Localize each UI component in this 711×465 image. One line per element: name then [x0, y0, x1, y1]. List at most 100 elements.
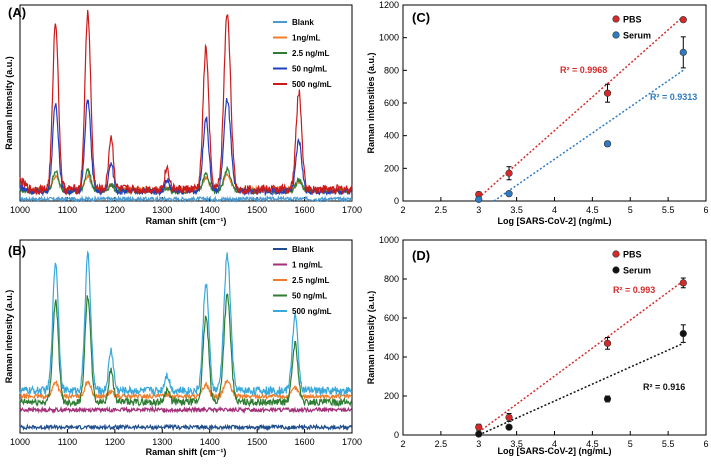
x-tick-label: 4.5 — [586, 205, 599, 215]
plot-frame — [402, 239, 707, 436]
x-tick-label: 1100 — [58, 437, 77, 447]
legend-marker — [612, 266, 620, 274]
x-tick-label: 6 — [703, 439, 708, 449]
plot-frame — [19, 239, 353, 434]
y-tick-label: 1000 — [379, 33, 399, 43]
x-tick-label: 3.5 — [510, 439, 523, 449]
data-point-pbs — [475, 423, 483, 431]
legend-label: 2.5 ng/mL — [292, 276, 329, 285]
x-tick-label: 5 — [628, 439, 633, 449]
y-tick-label: 1200 — [379, 0, 399, 10]
data-point-serum — [679, 48, 687, 56]
legend-label: 500 ng/mL — [292, 307, 332, 316]
x-axis-label: Raman shift (cm⁻¹) — [146, 216, 227, 226]
y-axis-label: Raman Intensity (a.u.) — [4, 56, 14, 150]
x-tick-label: 1100 — [58, 205, 77, 215]
y-tick-label: 1000 — [379, 235, 399, 245]
fit-line-serum — [493, 69, 684, 202]
fit-line-pbs — [478, 280, 684, 433]
x-tick-label: 1300 — [152, 205, 172, 215]
legend-label: 1ng/mL — [292, 34, 321, 43]
series-line-500-ng-ml — [19, 250, 353, 397]
series-line-500-ng-ml — [19, 9, 353, 196]
data-point-pbs — [603, 89, 612, 97]
y-axis-label: Raman intensity (a.u.) — [366, 291, 376, 385]
x-axis-label: Raman shift (cm⁻¹) — [146, 447, 227, 457]
legend-label: Blank — [292, 245, 314, 254]
x-tick-label: 1300 — [152, 437, 172, 447]
x-axis-label: Log [SARS-CoV-2] (ng/mL) — [498, 216, 612, 226]
x-tick-label: 1200 — [105, 437, 125, 447]
x-tick-label: 5.5 — [662, 439, 675, 449]
x-tick-label: 5.5 — [662, 205, 675, 215]
x-tick-label: 1700 — [342, 205, 362, 215]
data-point-serum — [475, 195, 483, 203]
data-point-pbs — [679, 16, 687, 24]
y-axis-label: Raman intensities (a.u.) — [366, 52, 376, 153]
x-tick-label: 6 — [703, 205, 708, 215]
y-tick-label: 600 — [384, 313, 399, 323]
series-line-blank — [19, 194, 353, 204]
legend-label: PBS — [623, 250, 642, 260]
x-tick-label: 5 — [628, 205, 633, 215]
x-tick-label: 1700 — [342, 437, 362, 447]
legend-marker — [612, 250, 620, 258]
y-tick-label: 600 — [384, 98, 399, 108]
data-point-pbs — [505, 169, 513, 177]
panel-label: (D) — [412, 248, 430, 263]
x-tick-label: 1200 — [105, 205, 125, 215]
y-tick-label: 200 — [384, 391, 399, 401]
y-tick-label: 400 — [384, 131, 399, 141]
x-tick-label: 1400 — [200, 437, 220, 447]
x-tick-label: 2.5 — [435, 439, 448, 449]
data-point-pbs — [679, 279, 687, 287]
r-squared-label-pbs: R² = 0.9968 — [560, 65, 607, 75]
y-axis-label: Raman intensity (a.u.) — [4, 290, 14, 384]
r-squared-label-serum: R² = 0.9313 — [650, 92, 697, 102]
data-point-serum — [505, 423, 513, 431]
x-tick-label: 1500 — [247, 205, 267, 215]
x-tick-label: 4.5 — [586, 439, 599, 449]
legend-label: Blank — [292, 18, 314, 27]
legend-label: PBS — [623, 15, 642, 25]
calibration-panel-d: 2 2.5 3 3.5 4 4.5 5 5.5 6 0 200 400 600 800 1000 Log [S… — [366, 235, 709, 456]
data-point-serum — [475, 430, 483, 438]
y-tick-label: 400 — [384, 352, 399, 362]
x-tick-label: 1000 — [10, 437, 30, 447]
legend-label: 2.5 ng/mL — [292, 49, 329, 58]
y-tick-label: 200 — [384, 163, 399, 173]
data-point-serum — [603, 395, 612, 403]
data-point-serum — [505, 190, 513, 198]
x-tick-label: 4 — [552, 439, 557, 449]
legend-label: 50 ng/mL — [292, 292, 327, 301]
data-point-pbs — [603, 339, 612, 347]
x-tick-label: 2.5 — [435, 205, 448, 215]
x-tick-label: 2 — [400, 439, 405, 449]
data-point-serum — [603, 140, 612, 148]
x-axis-label: Log [SARS-CoV-2] (ng/mL) — [498, 446, 612, 456]
fit-line-serum — [478, 342, 684, 436]
x-tick-label: 3 — [476, 439, 481, 449]
x-tick-label: 1600 — [295, 437, 315, 447]
x-tick-label: 3.5 — [510, 205, 523, 215]
spectrum-panel-a: 1000 1100 1200 1300 1400 1500 1600 1700 Raman sh… — [4, 4, 362, 226]
y-tick-label: 0 — [394, 430, 399, 440]
x-tick-label: 3 — [476, 205, 481, 215]
x-tick-label: 2 — [400, 205, 405, 215]
fit-line-pbs — [478, 15, 684, 199]
legend-label: 50 ng/mL — [292, 65, 327, 74]
y-tick-label: 0 — [394, 196, 399, 206]
x-tick-label: 4 — [552, 205, 557, 215]
series-line-1-ng-ml — [19, 405, 353, 415]
x-tick-label: 1500 — [247, 437, 267, 447]
legend-label: 500 ng/mL — [292, 80, 332, 89]
plot-frame — [402, 4, 707, 202]
spectrum-panel-b: 1000 1100 1200 1300 1400 1500 1600 1700 Raman sh… — [4, 239, 362, 457]
r-squared-label-serum: R² = 0.916 — [643, 382, 685, 392]
x-tick-label: 1000 — [10, 205, 30, 215]
legend-marker — [612, 15, 620, 23]
calibration-panel-c: 2 2.5 3 3.5 4 4.5 5 5.5 6 0 200 400 600 800 1000 1200 Lo… — [366, 0, 709, 226]
panel-label: (A) — [8, 5, 26, 20]
y-tick-label: 800 — [384, 274, 399, 284]
